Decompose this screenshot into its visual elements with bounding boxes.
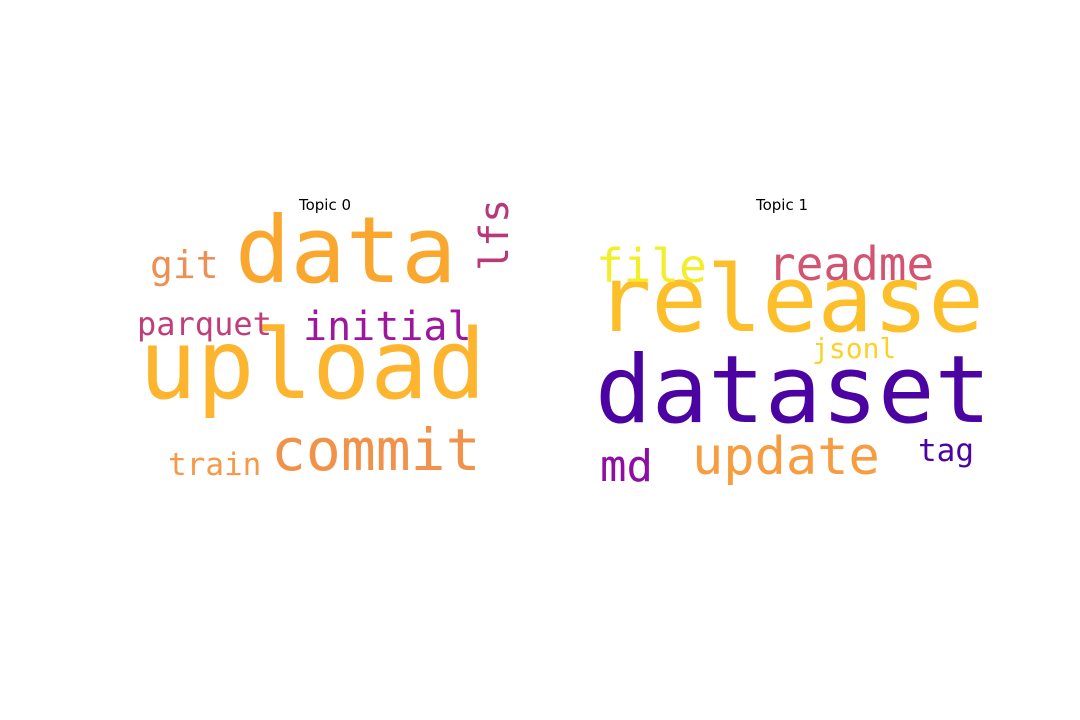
word-readme: readme [768,237,934,291]
word-commit: commit [271,416,481,484]
word-upload: upload [139,309,486,421]
word-update: update [692,427,880,487]
word-dataset: dataset [595,336,991,445]
word-release: release [596,246,984,353]
word-git: git [150,243,219,287]
word-lfs: lfs [472,199,518,271]
wordcloud-panel-topic-1: Topic 1 dataset release update readme file md… [592,195,991,495]
word-file: file [596,239,707,293]
word-parquet: parquet [137,305,272,343]
word-md: md [600,441,653,492]
word-tag: tag [918,433,974,469]
wordcloud-panel-topic-0: Topic 0 upload data commit initial lfs git par… [135,195,518,495]
panel-title: Topic 0 [298,196,352,214]
word-data: data [235,197,457,304]
word-initial: initial [303,304,472,350]
panel-title: Topic 1 [755,196,809,214]
word-jsonl: jsonl [812,332,896,365]
word-train: train [168,447,261,483]
